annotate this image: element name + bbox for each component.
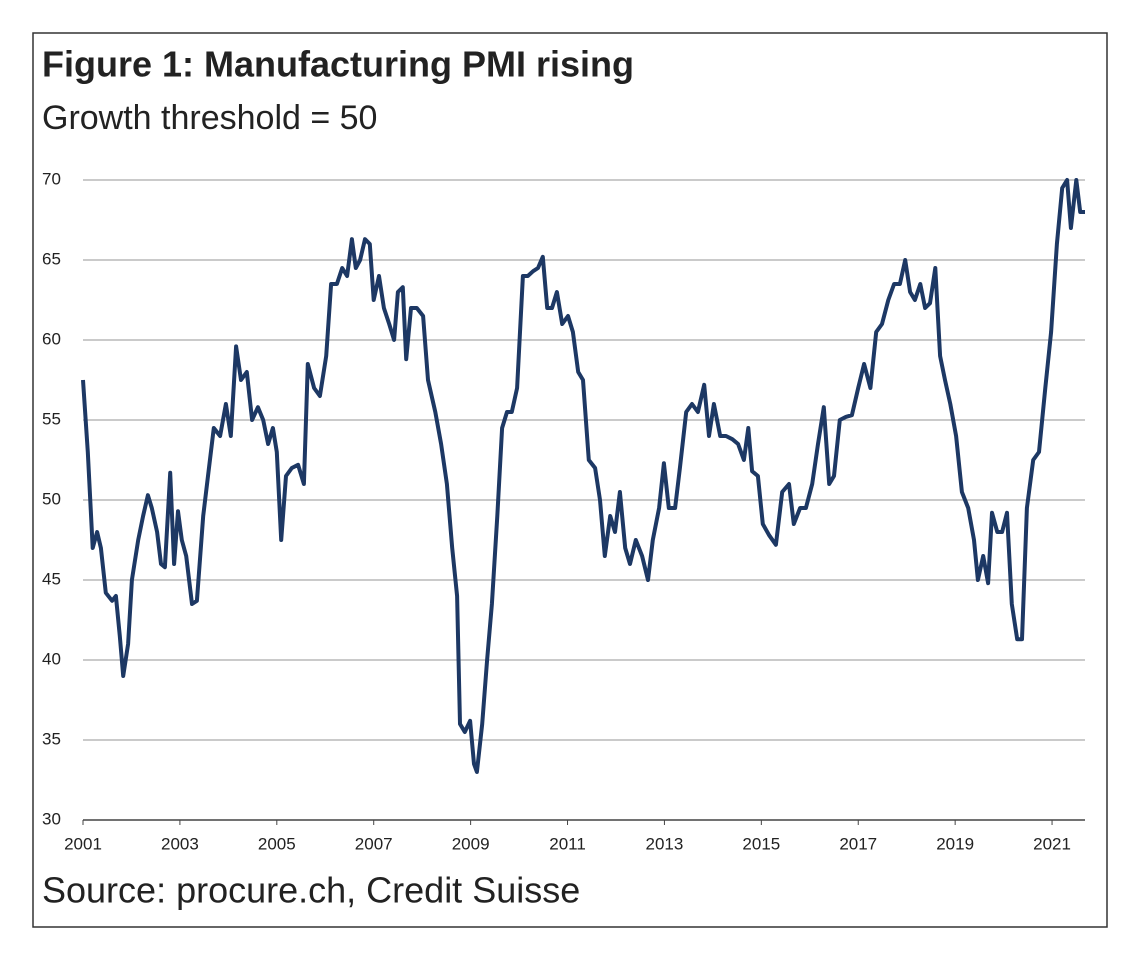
y-tick-label: 40 (42, 649, 61, 668)
x-tick-label: 2021 (1033, 834, 1071, 853)
y-tick-label: 30 (42, 809, 61, 828)
x-tick-label: 2015 (742, 834, 780, 853)
x-tick-label: 2005 (258, 834, 296, 853)
y-tick-label: 35 (42, 729, 61, 748)
y-tick-label: 50 (42, 489, 61, 508)
x-tick-label: 2001 (64, 834, 102, 853)
data-line (81, 178, 1085, 774)
y-tick-label: 55 (42, 409, 61, 428)
chart-title: Figure 1: Manufacturing PMI rising (42, 44, 634, 85)
chart-subtitle: Growth threshold = 50 (42, 99, 377, 137)
source-note: Source: procure.ch, Credit Suisse (42, 870, 580, 911)
x-tick-label: 2017 (839, 834, 877, 853)
x-tick-label: 2003 (161, 834, 199, 853)
y-tick-label: 70 (42, 169, 61, 188)
y-tick-label: 45 (42, 569, 61, 588)
x-tick-label: 2009 (452, 834, 490, 853)
x-tick-label: 2019 (936, 834, 974, 853)
frame (32, 32, 1108, 928)
y-tick-label: 60 (42, 329, 61, 348)
x-tick-label: 2007 (355, 834, 393, 853)
x-tick-label: 2013 (646, 834, 684, 853)
x-tick-label: 2011 (549, 834, 586, 853)
y-tick-label: 65 (42, 249, 61, 268)
